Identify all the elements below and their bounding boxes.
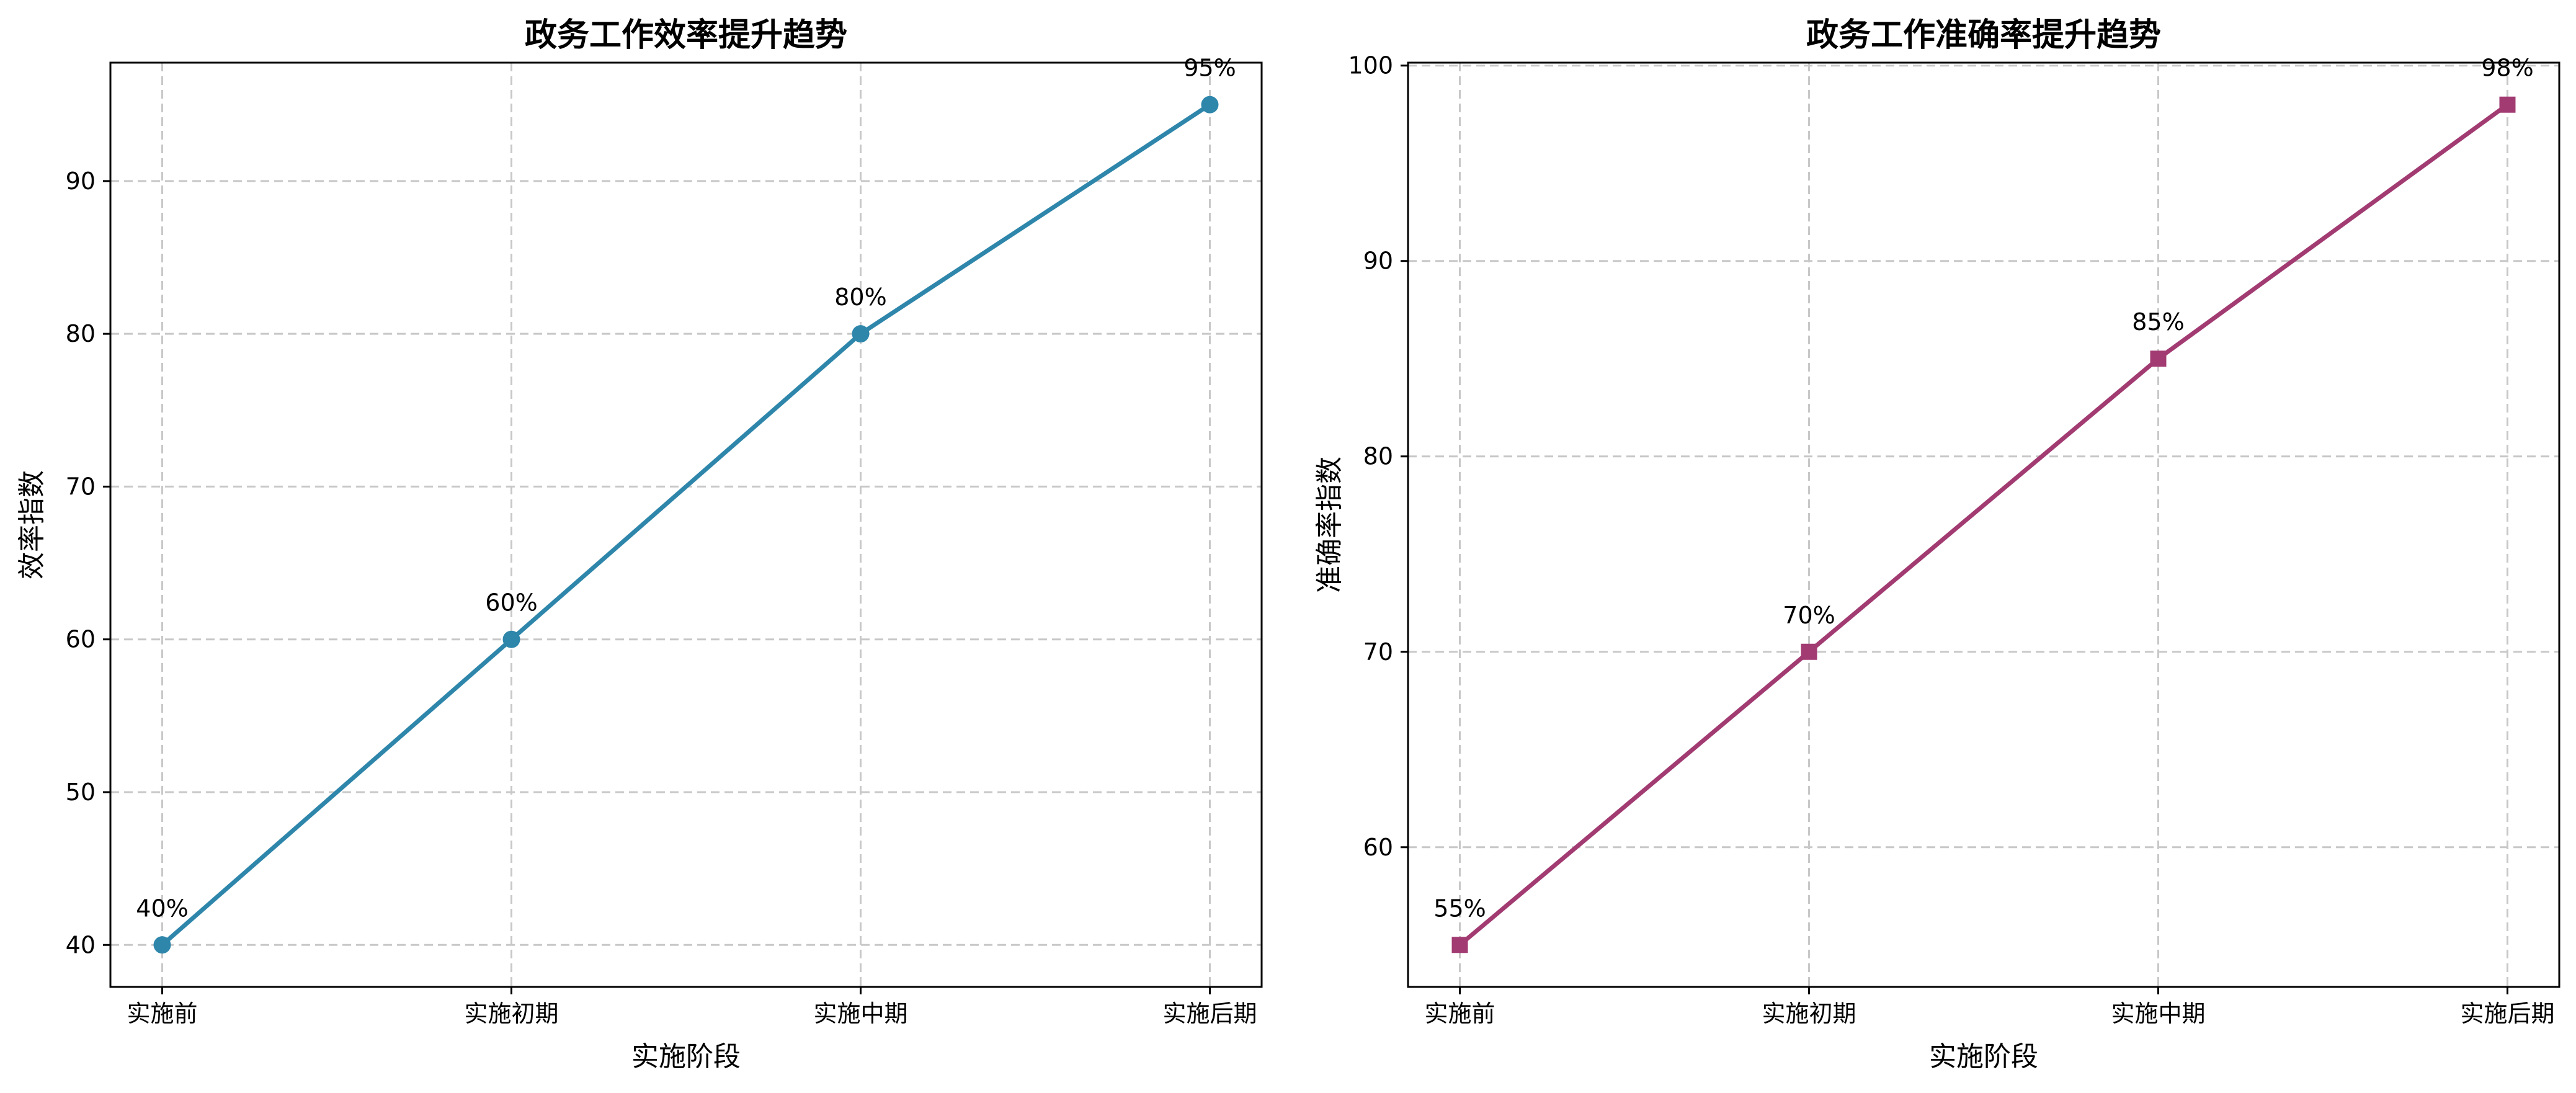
y-tick-label: 60 (1363, 834, 1393, 861)
y-axis-label: 准确率指数 (1314, 457, 1345, 593)
data-label: 98% (2481, 55, 2533, 82)
data-point-marker (1801, 643, 1817, 660)
y-tick-label: 70 (1363, 638, 1393, 666)
y-tick-label: 40 (66, 931, 96, 958)
x-axis-label: 实施阶段 (631, 1041, 741, 1073)
x-tick-label: 实施后期 (2460, 1000, 2554, 1027)
data-point-marker (2499, 96, 2516, 113)
plot-frame (109, 61, 1263, 988)
data-point-marker (1201, 96, 1219, 114)
y-tick-label: 50 (66, 778, 96, 806)
data-point-marker (2150, 350, 2167, 367)
data-label: 55% (1433, 894, 1486, 922)
series-line (161, 102, 1211, 947)
data-label: 85% (2132, 308, 2184, 336)
data-label: 70% (1783, 602, 1835, 629)
x-tick-label: 实施中期 (813, 1000, 907, 1027)
x-axis-label: 实施阶段 (1929, 1041, 2038, 1073)
data-label: 60% (485, 589, 537, 617)
x-tick-label: 实施前 (127, 1000, 198, 1027)
data-point-marker (502, 630, 520, 648)
x-tick-label: 实施初期 (1762, 1000, 1856, 1027)
y-tick-label: 70 (66, 473, 96, 500)
data-label: 40% (136, 894, 188, 922)
x-tick-label: 实施前 (1425, 1000, 1495, 1027)
chart-title: 政务工作效率提升趋势 (525, 17, 847, 54)
data-point-marker (1451, 937, 1468, 953)
data-label: 80% (834, 283, 886, 311)
plot-frame (1407, 61, 2560, 988)
chart-title: 政务工作准确率提升趋势 (1806, 17, 2161, 54)
y-tick-label: 80 (1363, 443, 1393, 470)
x-tick-label: 实施后期 (1162, 1000, 1257, 1027)
y-tick-label: 100 (1348, 52, 1393, 79)
y-tick-label: 90 (1363, 248, 1393, 275)
data-point-marker (852, 325, 870, 343)
y-tick-label: 80 (66, 320, 96, 347)
accuracy-chart: 实施前 实施初期 实施中期 实施后期 60 70 80 90 100 55% 70% 85% 98% 政务… (1314, 17, 2560, 1073)
efficiency-chart: 实施前 实施初期 实施中期 实施后期 40 50 60 70 80 90 40% 60% 80% 95% 政… (16, 17, 1263, 1073)
series-line (1458, 102, 2509, 947)
y-axis-label: 效率指数 (16, 470, 48, 579)
x-tick-label: 实施初期 (464, 1000, 558, 1027)
data-point-marker (153, 936, 171, 954)
data-label: 95% (1183, 55, 1236, 82)
x-tick-label: 实施中期 (2111, 1000, 2205, 1027)
y-tick-label: 60 (66, 626, 96, 653)
y-tick-label: 90 (66, 167, 96, 195)
